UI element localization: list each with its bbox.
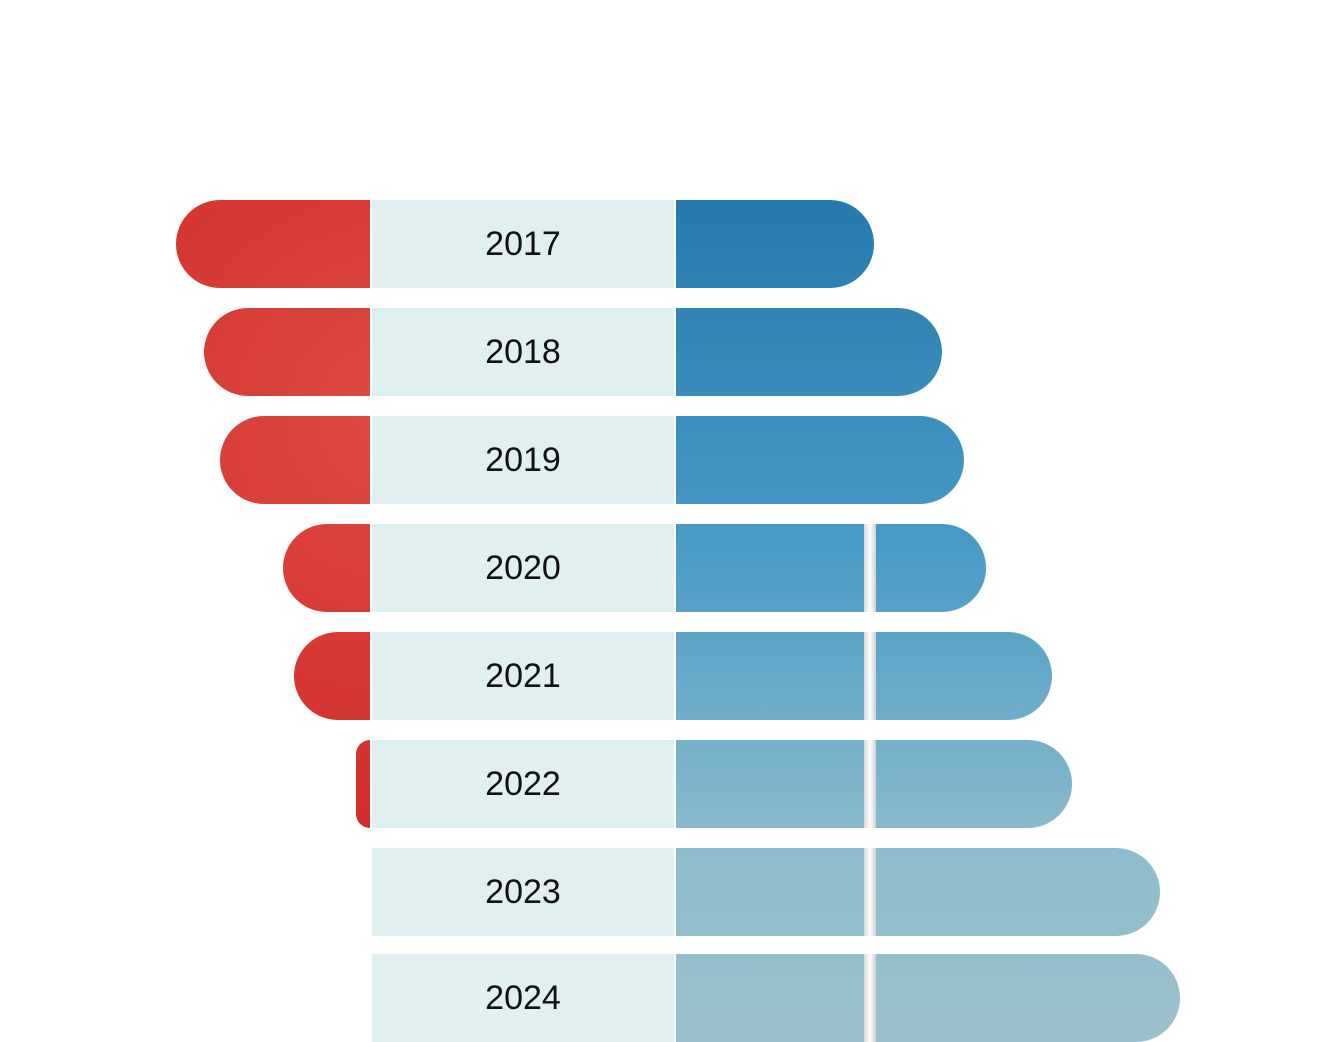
turbine-tower-icon [864, 632, 876, 720]
turbine-tower-icon [864, 740, 876, 828]
renewable-bar [676, 416, 964, 504]
turbine-tower-icon [864, 848, 876, 936]
fossil-bar [204, 308, 370, 396]
year-label: 2019 [372, 416, 674, 504]
renewable-bar [676, 200, 874, 288]
turbine-tower-icon [864, 954, 876, 1042]
fossil-bar [294, 632, 370, 720]
bar-row-2024: 2024 [0, 954, 1322, 1042]
year-label: 2020 [372, 524, 674, 612]
fossil-bar [176, 200, 370, 288]
bar-row-2023: 2023 [0, 848, 1322, 936]
bar-row-2020: 2020 [0, 524, 1322, 612]
year-label: 2024 [372, 954, 674, 1042]
renewable-bar [676, 632, 1052, 720]
year-label: 2023 [372, 848, 674, 936]
fossil-bar [356, 740, 370, 828]
renewable-bar [676, 954, 1180, 1042]
bar-row-2022: 2022 [0, 740, 1322, 828]
year-label: 2017 [372, 200, 674, 288]
renewable-bar [676, 308, 942, 396]
turbine-tower-icon [864, 524, 876, 612]
year-label: 2021 [372, 632, 674, 720]
renewable-bar [676, 848, 1160, 936]
year-label: 2022 [372, 740, 674, 828]
year-label: 2018 [372, 308, 674, 396]
fossil-bar [283, 524, 370, 612]
bar-row-2018: 2018 [0, 308, 1322, 396]
renewable-bar [676, 740, 1072, 828]
renewable-bar [676, 524, 986, 612]
bar-row-2019: 2019 [0, 416, 1322, 504]
fossil-bar [220, 416, 370, 504]
bar-row-2021: 2021 [0, 632, 1322, 720]
bar-row-2017: 2017 [0, 200, 1322, 288]
